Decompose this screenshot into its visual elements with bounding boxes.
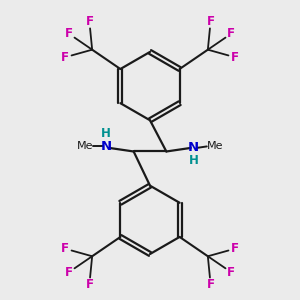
- Text: F: F: [207, 278, 214, 291]
- Text: F: F: [227, 27, 235, 40]
- Text: N: N: [188, 141, 199, 154]
- Text: F: F: [227, 266, 235, 278]
- Text: F: F: [61, 51, 69, 64]
- Text: H: H: [189, 154, 199, 167]
- Text: F: F: [231, 242, 239, 255]
- Text: F: F: [231, 51, 239, 64]
- Text: Me: Me: [77, 141, 93, 152]
- Text: Me: Me: [207, 141, 223, 152]
- Text: F: F: [85, 278, 93, 291]
- Text: F: F: [65, 27, 73, 40]
- Text: H: H: [101, 127, 111, 140]
- Text: F: F: [85, 15, 93, 28]
- Text: F: F: [207, 15, 214, 28]
- Text: F: F: [61, 242, 69, 255]
- Text: N: N: [101, 140, 112, 153]
- Text: F: F: [65, 266, 73, 278]
